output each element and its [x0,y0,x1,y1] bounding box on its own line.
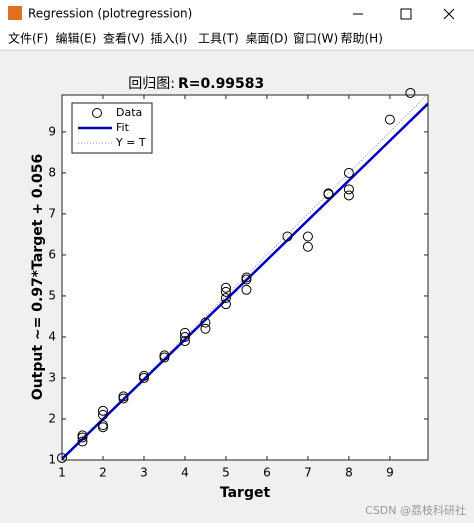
y-tick-label: 8 [48,165,56,179]
x-tick-label: 8 [345,466,353,480]
app-icon [8,6,22,20]
x-tick-label: 4 [181,466,189,480]
menu-item[interactable]: 工具(T) [198,32,239,46]
data-point [220,286,231,297]
axes-box [61,94,429,461]
legend-label: Data [116,106,142,119]
x-tick-label: 1 [58,466,66,480]
menu-item[interactable]: 窗口(W) [293,32,338,46]
identity-line [61,94,428,461]
maximize[interactable] [400,8,412,20]
x-axis-label: Target [220,485,271,501]
data-point [343,184,354,195]
y-tick-label: 4 [48,329,56,343]
data-point [343,167,354,178]
data-point [220,299,231,310]
y-tick-label: 3 [48,370,56,384]
legend-marker [92,108,102,118]
data-point [405,87,416,98]
data-point [302,241,313,252]
data-point [97,409,108,420]
legend-label: Y = T [115,136,146,149]
legend-label: Fit [116,121,130,134]
y-tick-label: 5 [48,288,56,302]
menu-item[interactable]: 编辑(E) [56,31,97,46]
menu-bar [0,28,474,50]
watermark: CSDN @荔枝科研社 [365,503,466,517]
data-point [179,336,190,347]
menu-item[interactable]: 桌面(D) [246,32,289,46]
data-point [159,352,170,363]
data-point [302,231,313,242]
data-point [200,323,211,334]
menu-item[interactable]: 帮助(H) [341,32,383,46]
menu-item[interactable]: 查看(V) [103,32,145,46]
data-point [241,274,252,285]
y-axis-label: Output ~= 0.97*Target + 0.056 [30,154,46,400]
title-bar [0,0,474,28]
data-point [323,189,334,200]
fit-line [61,102,429,460]
window-title: Regression (plotregression) [28,7,192,21]
menu: 文件(F) 编辑(E) 查看(V) 插入(I) 工具(T) 桌面(D) 窗口(W) 帮助(H) [8,31,383,46]
menu-item[interactable]: 文件(F) [8,31,48,46]
menu-item[interactable]: 插入(I) [151,32,188,46]
y-tick-label: 1 [48,453,56,467]
data-point [282,231,293,242]
data-point [384,114,395,125]
data-point [343,190,354,201]
x-tick-label: 9 [386,466,394,480]
y-tick-label: 6 [48,247,56,261]
data-point [220,293,231,304]
x-tick-label: 3 [140,466,148,480]
data-point [97,422,108,433]
data-point [200,317,211,328]
close[interactable] [443,8,455,20]
y-tick-label: 2 [48,411,56,425]
data-point [77,432,88,443]
x-tick-label: 7 [304,466,312,480]
data-point [118,393,129,404]
y-tick-label: 9 [48,124,56,138]
data-point [179,331,190,342]
x-tick-label: 6 [263,466,271,480]
data-point [77,436,88,447]
data-point [138,372,149,383]
data-point [97,405,108,416]
x-tick-label: 5 [222,466,230,480]
data-point [179,327,190,338]
x-tick-label: 2 [99,466,107,480]
y-tick-label: 7 [48,206,56,220]
chart-title-r: R=0.99583 [178,76,264,92]
data-point [220,282,231,293]
data-point [241,284,252,295]
chart-title: 回归图: [128,75,175,92]
